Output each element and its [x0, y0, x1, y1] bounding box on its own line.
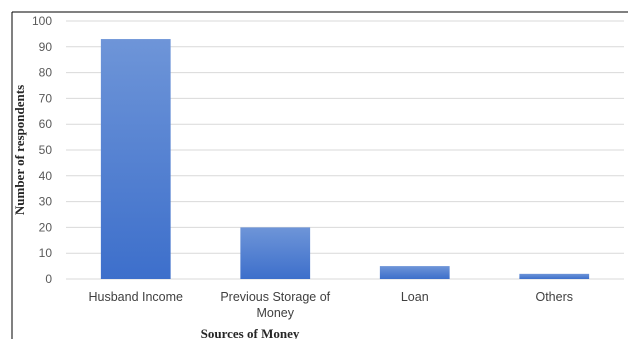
- bar: [519, 273, 590, 279]
- y-axis-title: Number of respondents: [12, 85, 27, 215]
- y-tick-label: 60: [39, 117, 53, 131]
- y-tick-label: 70: [39, 91, 53, 105]
- y-tick-label: 0: [45, 272, 52, 286]
- bar: [100, 39, 171, 280]
- bar: [240, 227, 311, 279]
- y-tick-label: 100: [32, 14, 52, 28]
- y-tick-label: 10: [39, 246, 53, 260]
- x-axis-title: Sources of Money: [201, 326, 300, 339]
- x-axis-categories: Husband Income Previous Storage of Money Lo…: [88, 290, 573, 320]
- x-category-label: Others: [535, 290, 573, 304]
- bar: [379, 266, 450, 279]
- y-tick-label: 40: [39, 169, 53, 183]
- x-category-label: Husband Income: [88, 290, 183, 304]
- y-tick-label: 50: [39, 143, 53, 157]
- y-tick-label: 30: [39, 195, 53, 209]
- y-axis-ticks: 0 10 20 30 40 50 60 70 80 90 100: [32, 14, 52, 286]
- y-tick-label: 20: [39, 220, 53, 234]
- x-category-label: Loan: [401, 290, 429, 304]
- y-tick-label: 80: [39, 66, 53, 80]
- y-tick-label: 90: [39, 40, 53, 54]
- bars: [100, 39, 590, 280]
- x-category-label: Previous Storage of Money: [220, 290, 330, 320]
